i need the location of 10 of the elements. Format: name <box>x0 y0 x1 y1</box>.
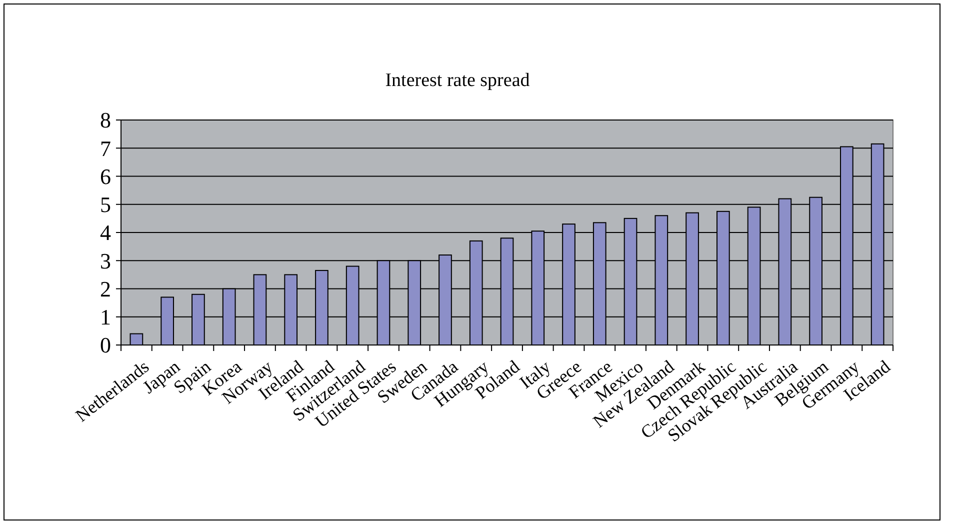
y-tick-label: 8 <box>100 108 111 133</box>
y-tick-label: 2 <box>100 276 111 302</box>
y-tick-label: 7 <box>100 136 111 161</box>
y-tick-label: 0 <box>100 332 111 358</box>
y-tick-label: 4 <box>100 220 111 246</box>
y-tick-label: 5 <box>100 192 111 218</box>
y-tick-label: 1 <box>100 304 111 330</box>
y-tick-label: 6 <box>100 164 111 189</box>
chart-title: Interest rate spread <box>385 70 530 91</box>
y-tick-label: 3 <box>100 248 111 274</box>
